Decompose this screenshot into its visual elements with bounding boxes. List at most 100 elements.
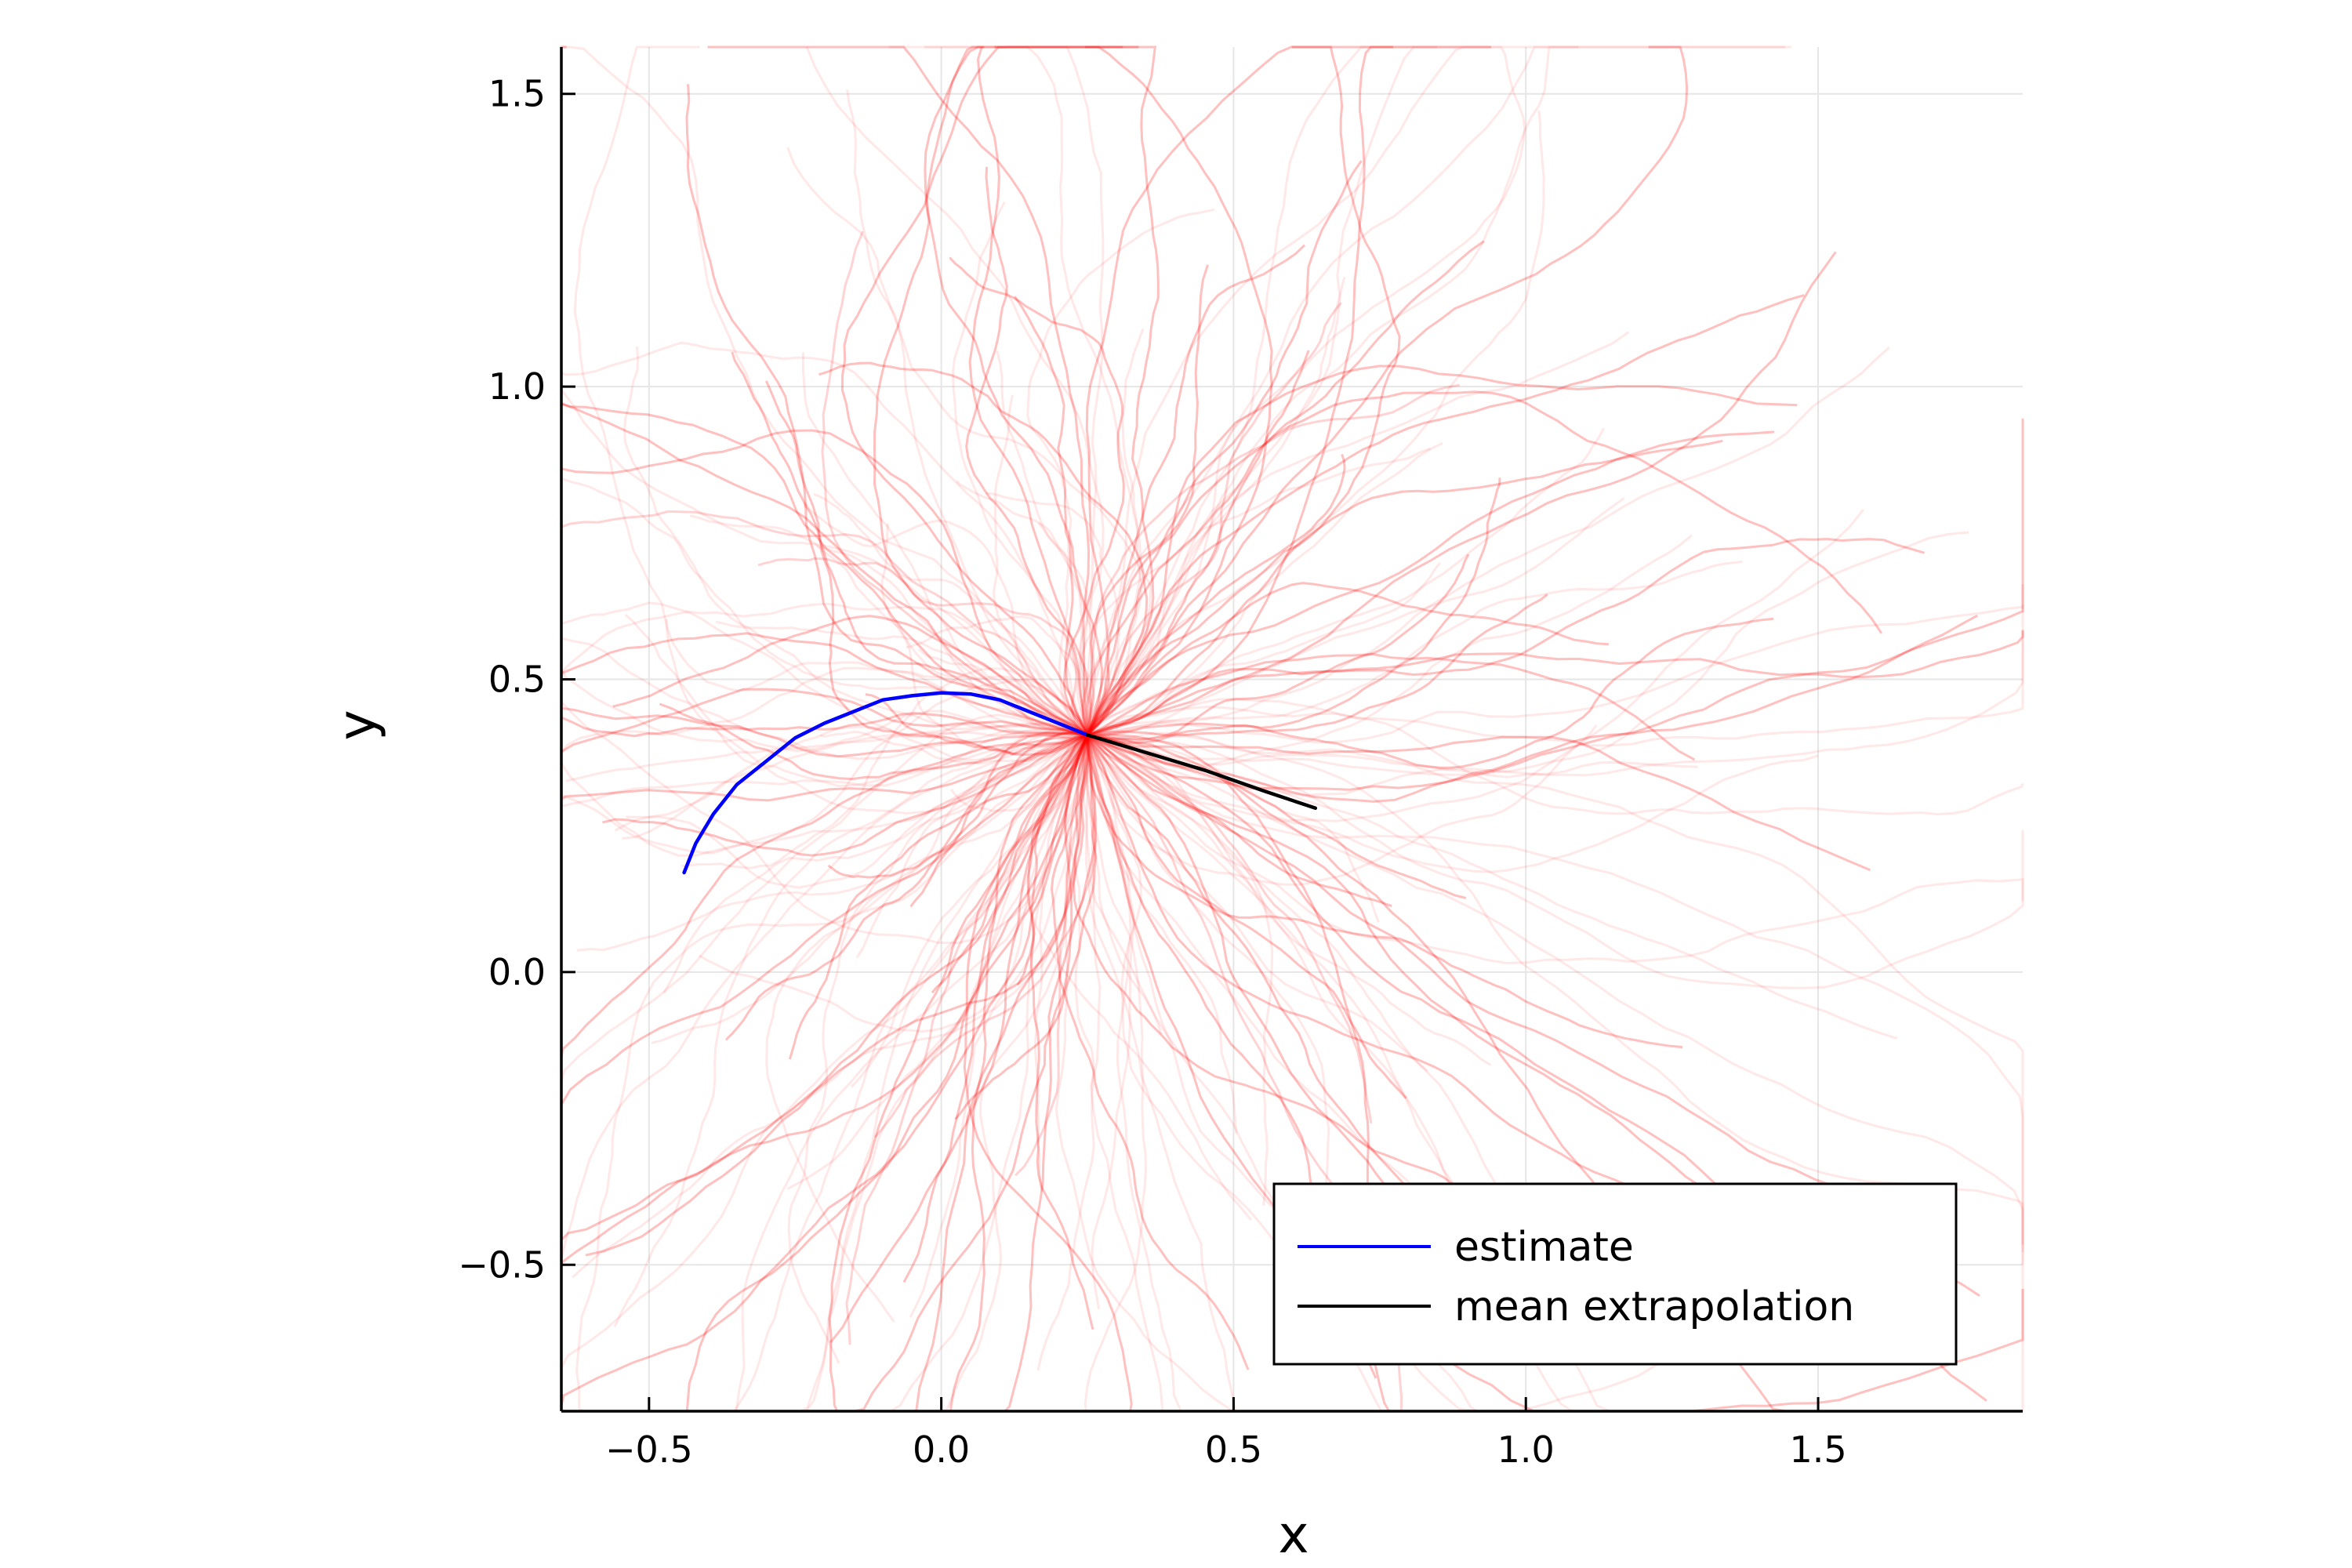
- sample-trajectory: [1087, 734, 1819, 873]
- sample-trajectory: [925, 45, 1139, 736]
- sample-trajectory: [1086, 439, 1723, 736]
- sample-trajectory: [681, 667, 1089, 869]
- sample-trajectory: [1026, 734, 1094, 1330]
- sample-trajectory: [1087, 614, 1979, 803]
- sample-trajectory: [624, 613, 1088, 788]
- sample-trajectory: [1087, 734, 1373, 1124]
- sample-trajectory: [1050, 735, 1250, 1370]
- sample-trajectory: [1086, 430, 1775, 736]
- sample-trajectory: [1087, 652, 1696, 761]
- sample-trajectory: [724, 734, 1088, 1041]
- sample-trajectory: [1086, 735, 1163, 1035]
- sample-trajectory: [659, 702, 1088, 781]
- sample-trajectory: [1087, 418, 2024, 791]
- x-tick-label: 1.0: [1497, 1428, 1555, 1471]
- sample-trajectory: [840, 45, 1123, 736]
- sample-trajectory: [850, 734, 1089, 1088]
- sample-trajectory: [1026, 734, 1094, 1330]
- sample-trajectory: [1087, 734, 1467, 899]
- x-tick-label: 0.0: [913, 1428, 970, 1471]
- sample-trajectory: [931, 734, 1089, 994]
- sample-trajectory: [1016, 734, 1088, 985]
- sample-trajectory: [1086, 734, 2024, 965]
- sample-trajectory: [949, 256, 1125, 736]
- sample-trajectory: [956, 480, 1095, 735]
- sample-trajectory: [1086, 331, 1629, 736]
- sample-trajectory: [1087, 554, 1470, 741]
- sample-trajectory: [1087, 537, 1925, 736]
- sample-trajectory: [662, 734, 1088, 994]
- sample-trajectory: [1086, 453, 1346, 736]
- tick-labels: −0.5 0.0 0.5 1.0 1.5 −0.5 0.0 0.5 1.0 1.5: [458, 73, 1846, 1471]
- sample-trajectory: [1087, 652, 1696, 761]
- sample-trajectory: [873, 45, 1089, 736]
- sample-trajectory: [1085, 45, 1393, 735]
- sample-trajectory: [925, 45, 1139, 736]
- sample-trajectory: [902, 734, 1089, 1283]
- sample-trajectory: [1087, 509, 1864, 822]
- sample-trajectory: [968, 46, 1089, 735]
- sample-trajectory: [572, 735, 1089, 1279]
- legend-label-estimate: estimate: [1454, 1224, 1634, 1271]
- sample-trajectory: [1087, 697, 2024, 816]
- sample-trajectory: [1014, 296, 1089, 736]
- sample-trajectory: [560, 735, 1089, 1241]
- sample-trajectory: [1087, 734, 1756, 1211]
- sample-trajectory: [565, 731, 1088, 782]
- sample-trajectory: [1086, 734, 1407, 1099]
- sample-trajectory: [1087, 731, 2024, 1265]
- sample-trajectory: [788, 734, 1088, 1060]
- sample-trajectory: [614, 722, 1088, 832]
- sample-trajectory: [949, 256, 1125, 736]
- sample-trajectory: [612, 615, 1088, 736]
- sample-trajectory: [1087, 251, 1837, 736]
- sample-trajectory: [963, 734, 1145, 1413]
- sample-trajectory: [1087, 734, 2024, 989]
- sample-trajectory: [968, 46, 1089, 735]
- sample-trajectory: [685, 84, 1088, 736]
- sample-trajectory: [560, 678, 1089, 855]
- sample-trajectory: [788, 734, 1088, 1060]
- sample-trajectory: [1087, 604, 2024, 747]
- sample-trajectory: [874, 735, 1097, 1138]
- sample-trajectory: [699, 734, 1089, 1033]
- sample-trajectory: [1086, 365, 1798, 736]
- sample-trajectory: [965, 166, 1089, 735]
- sample-trajectory: [612, 615, 1088, 736]
- sample-trajectory: [665, 619, 1088, 736]
- sample-trajectory: [1087, 418, 2024, 791]
- sample-trajectory: [731, 351, 1088, 736]
- sample-trajectory: [845, 734, 1089, 1345]
- sample-trajectory: [622, 724, 1088, 840]
- sample-trajectory: [560, 445, 1088, 736]
- sample-trajectory: [1054, 735, 1740, 1413]
- sample-trajectory: [818, 361, 1149, 736]
- sample-trajectory: [954, 735, 1098, 1120]
- sample-trajectory: [827, 731, 1088, 879]
- sample-trajectory: [1086, 160, 1363, 736]
- x-tick-label: 1.5: [1789, 1428, 1846, 1471]
- sample-trajectory: [764, 380, 1088, 757]
- sample-trajectory: [827, 731, 1088, 879]
- sample-trajectory: [1086, 734, 1330, 1236]
- sample-trajectory: [1087, 631, 2024, 797]
- sample-trajectory: [1085, 45, 1160, 736]
- sample-trajectory: [1087, 251, 1837, 736]
- sample-trajectory: [1086, 427, 1605, 736]
- legend: estimate mean extrapolation: [1272, 1182, 1958, 1366]
- sample-trajectory: [560, 735, 1089, 1241]
- sample-trajectory: [1086, 453, 1346, 736]
- sample-trajectory: [1086, 439, 1723, 736]
- sample-trajectory: [1087, 734, 1698, 779]
- sample-trajectory: [909, 735, 1091, 1318]
- sample-trajectory: [994, 45, 1273, 736]
- sample-trajectory: [1087, 497, 1625, 737]
- sample-trajectory: [1087, 554, 1470, 741]
- sample-trajectory: [1086, 390, 1883, 735]
- sample-trajectory: [560, 409, 1089, 736]
- sample-trajectory: [917, 648, 1088, 736]
- sample-trajectory: [560, 734, 1089, 1374]
- sample-trajectory: [1087, 347, 1890, 736]
- sample-trajectory: [1087, 734, 2024, 1411]
- sample-trajectory: [560, 734, 1088, 1138]
